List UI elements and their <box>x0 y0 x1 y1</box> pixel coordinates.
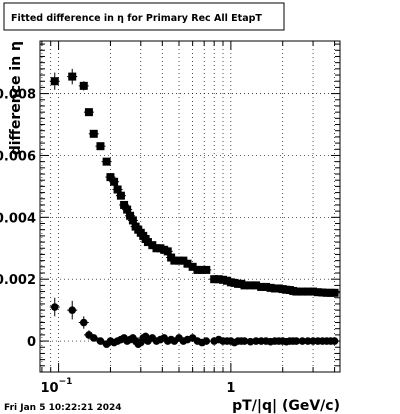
data-point <box>79 318 88 327</box>
data-point <box>120 200 129 209</box>
data-point <box>96 142 105 151</box>
axis-ticks <box>40 41 340 373</box>
y-tick-label: 0 <box>27 335 36 350</box>
x-tick-label-exponent: −1 <box>59 377 73 387</box>
data-point <box>303 287 312 296</box>
y-tick-label: 0.004 <box>0 211 36 226</box>
data-point <box>179 256 188 265</box>
data-point <box>110 177 119 186</box>
data-point <box>266 283 275 292</box>
series-1 <box>49 68 340 297</box>
data-point <box>89 129 98 138</box>
data-point <box>143 238 152 247</box>
data-point <box>68 72 77 81</box>
data-point <box>102 157 111 166</box>
tick-labels: 0.008 0.006 0.004 0.002 0 10−1 1 <box>0 88 235 396</box>
data-point <box>116 191 125 200</box>
y-tick-label: 0.008 <box>0 88 36 103</box>
data-series <box>49 68 340 348</box>
x-tick-label: 1 <box>226 381 235 396</box>
timestamp: Fri Jan 5 10:22:21 2024 <box>4 403 122 413</box>
data-point <box>218 275 227 284</box>
data-point <box>292 337 301 345</box>
data-point <box>240 337 249 345</box>
title-box <box>3 2 285 31</box>
data-point <box>240 281 249 290</box>
y-tick-label: 0.006 <box>0 149 36 164</box>
data-point <box>188 262 197 271</box>
data-point <box>126 211 135 220</box>
data-point <box>50 303 59 311</box>
data-point <box>68 306 77 314</box>
data-point <box>50 77 59 86</box>
data-point <box>246 281 255 290</box>
data-point <box>298 287 307 296</box>
data-point <box>163 247 172 256</box>
data-point <box>202 265 211 274</box>
data-point <box>113 185 122 194</box>
data-point <box>246 337 255 346</box>
data-point <box>89 334 98 342</box>
data-point <box>128 216 137 225</box>
data-point <box>123 205 132 214</box>
data-point <box>79 81 88 90</box>
data-point <box>148 241 157 250</box>
data-point <box>262 282 271 291</box>
x-tick-label: 10 <box>40 381 58 396</box>
data-point <box>309 287 318 296</box>
data-point <box>298 337 307 345</box>
series-2 <box>49 297 340 348</box>
data-point <box>252 281 261 290</box>
data-point <box>183 259 192 268</box>
data-point <box>330 337 339 345</box>
data-point <box>96 337 105 345</box>
x-axis-title: pT/|q| (GeV/c) <box>232 398 340 414</box>
data-point <box>292 287 301 296</box>
plot-frame <box>39 40 341 373</box>
data-point <box>214 275 223 284</box>
y-tick-label: 0.002 <box>0 273 36 288</box>
data-point <box>106 173 115 182</box>
y-axis-title: difference in η <box>8 41 24 155</box>
data-point <box>330 288 339 297</box>
data-point <box>84 108 93 117</box>
data-point <box>202 337 211 345</box>
chart-title: Fitted difference in η for Primary Rec A… <box>11 13 262 24</box>
